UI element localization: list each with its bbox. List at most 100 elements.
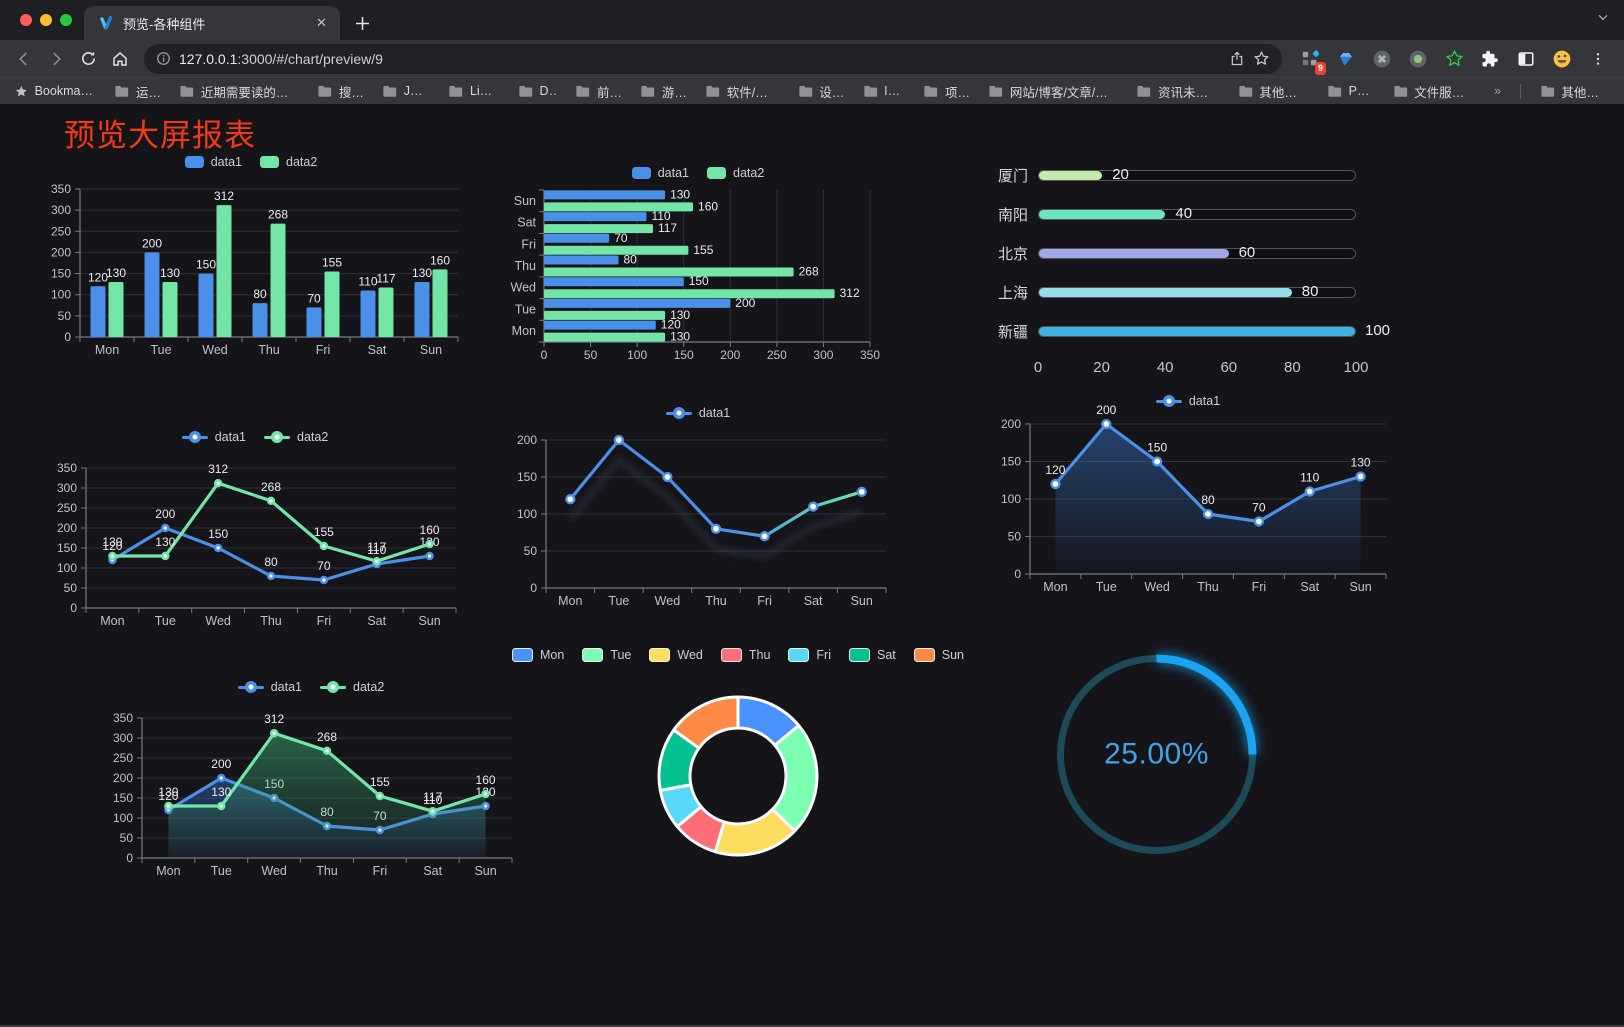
home-icon[interactable] — [106, 45, 134, 73]
bookmark-item-4[interactable]: Java — [382, 84, 429, 98]
extension-green-dot-icon[interactable] — [1405, 46, 1431, 72]
svg-text:200: 200 — [113, 771, 133, 785]
bar-data2-Mon — [108, 282, 124, 337]
bookmark-item-7[interactable]: 前端 — [575, 82, 621, 101]
svg-text:Mon: Mon — [100, 614, 124, 628]
new-tab-button[interactable] — [348, 9, 376, 37]
legend-swatch — [707, 167, 726, 179]
bookmark-item-3[interactable]: 搜索 — [317, 82, 363, 101]
share-icon[interactable] — [1229, 50, 1245, 67]
chart-grouped-bar: data1 data2 0 50 100 150 200 250 300 350 Mon Tue Wed… — [36, 149, 466, 367]
bookmarks-manager[interactable]: Bookmarks — [14, 84, 95, 99]
back-icon[interactable] — [10, 45, 38, 73]
bookmark-item-13[interactable]: 网站/博客/文章/工具 — [988, 82, 1117, 101]
svg-text:Sat: Sat — [1300, 580, 1319, 594]
zoom-window-button[interactable] — [60, 14, 72, 26]
extension-command-icon[interactable]: ⌘ — [1369, 46, 1395, 72]
svg-text:350: 350 — [113, 711, 133, 725]
svg-text:Fri: Fri — [521, 237, 536, 251]
minimize-window-button[interactable] — [40, 14, 52, 26]
svg-text:200: 200 — [51, 245, 71, 259]
progress-value: 40 — [1175, 205, 1193, 222]
legend-item[interactable]: Thu — [720, 648, 771, 662]
browser-menu-icon[interactable] — [1585, 46, 1611, 72]
legend-item[interactable]: data1 — [631, 166, 689, 180]
legend-item[interactable]: data1 — [665, 406, 730, 420]
legend-item[interactable]: data1 — [181, 430, 246, 444]
svg-text:110: 110 — [651, 209, 670, 223]
bar-data1-Tue — [144, 252, 160, 337]
bookmarks-overflow-chevron[interactable]: » — [1494, 84, 1501, 98]
bar-data1-Thu — [252, 303, 268, 337]
other-bookmarks[interactable]: 其他书签 — [1540, 82, 1610, 101]
svg-text:0: 0 — [70, 601, 77, 615]
legend-item[interactable]: data2 — [260, 155, 317, 169]
bookmark-item-15[interactable]: 其他语言 — [1238, 82, 1308, 101]
legend-item[interactable]: Sun — [913, 648, 964, 662]
svg-text:Thu: Thu — [258, 343, 280, 357]
emoji-extension-icon[interactable] — [1549, 46, 1575, 72]
bookmark-item-10[interactable]: 设计 — [798, 82, 844, 101]
side-panel-icon[interactable] — [1513, 46, 1539, 72]
pie-slice-Sun — [672, 695, 740, 750]
tab-close-icon[interactable]: ✕ — [316, 15, 327, 30]
close-window-button[interactable] — [20, 14, 32, 26]
legend-item[interactable]: Wed — [649, 648, 703, 662]
legend-item[interactable]: data2 — [264, 430, 328, 444]
legend-item[interactable]: Fri — [788, 648, 831, 662]
progress-track: 100 — [1038, 322, 1390, 339]
chart-donut: Mon Tue Wed Thu Fri Sat Sun — [511, 642, 964, 977]
svg-text:50: 50 — [524, 544, 538, 558]
legend-item[interactable]: data1 — [184, 155, 242, 169]
bookmark-item-12[interactable]: 项目 — [923, 82, 969, 101]
svg-text:150: 150 — [113, 791, 133, 805]
url-text[interactable]: 127.0.0.1:3000/#/chart/preview/9 — [179, 51, 1221, 67]
legend-item[interactable]: data2 — [320, 680, 384, 694]
bookmark-item-9[interactable]: 软件/硬件 — [705, 82, 779, 101]
tab-search-chevron-icon[interactable] — [1596, 10, 1610, 24]
browser-tab[interactable]: 预览-各种组件 ✕ — [84, 6, 340, 40]
svg-text:Wed: Wed — [261, 864, 287, 878]
reload-icon[interactable] — [74, 45, 102, 73]
svg-text:250: 250 — [57, 501, 77, 515]
bar-data1-Sun — [414, 282, 430, 337]
svg-text:130: 130 — [412, 266, 432, 280]
bar-data1-Wed — [198, 273, 214, 337]
extension-puzzle-icon[interactable] — [1477, 46, 1503, 72]
legend-item[interactable]: data2 — [707, 166, 764, 180]
bookmark-item-14[interactable]: 资讯未整理 — [1136, 82, 1219, 101]
svg-text:200: 200 — [211, 757, 231, 771]
extension-star-icon[interactable] — [1441, 46, 1467, 72]
axis-tick-80: 80 — [1284, 359, 1301, 376]
svg-text:Mon: Mon — [1043, 580, 1067, 594]
site-info-icon[interactable] — [156, 51, 171, 66]
legend-item[interactable]: Sat — [849, 648, 896, 662]
legend-item[interactable]: Mon — [511, 648, 564, 662]
bookmark-star-icon[interactable] — [1253, 50, 1270, 67]
svg-text:155: 155 — [370, 775, 390, 789]
bookmark-item-2[interactable]: 近期需要读的文章 — [179, 82, 298, 101]
bookmark-item-17[interactable]: 文件服务器 — [1393, 82, 1475, 101]
legend-item[interactable]: data1 — [237, 680, 302, 694]
svg-text:0: 0 — [541, 348, 548, 362]
svg-text:70: 70 — [614, 231, 628, 245]
progress-label: 上海 — [998, 285, 1029, 302]
extension-grid-icon[interactable]: 9 — [1297, 46, 1326, 75]
progress-fill — [1039, 327, 1355, 336]
address-bar[interactable]: 127.0.0.1:3000/#/chart/preview/9 — [144, 43, 1282, 74]
legend-line-marker — [237, 685, 264, 689]
svg-text:80: 80 — [624, 253, 638, 267]
bookmark-item-1[interactable]: 运营 — [114, 82, 160, 101]
bookmark-item-11[interactable]: IDE — [863, 84, 904, 98]
bar-data2-Sun — [432, 269, 448, 337]
forward-icon[interactable] — [42, 45, 70, 73]
legend-item[interactable]: Tue — [582, 648, 631, 662]
legend-item[interactable]: data1 — [1155, 394, 1220, 408]
svg-text:150: 150 — [57, 541, 77, 555]
bookmark-item-8[interactable]: 游戏 — [640, 82, 686, 101]
legend-label: Thu — [748, 648, 771, 662]
extension-gem-icon[interactable] — [1333, 46, 1359, 72]
bookmark-item-5[interactable]: Linux — [448, 84, 499, 98]
bookmark-item-16[interactable]: PHP — [1327, 84, 1374, 98]
bookmark-item-6[interactable]: DB — [518, 84, 556, 98]
